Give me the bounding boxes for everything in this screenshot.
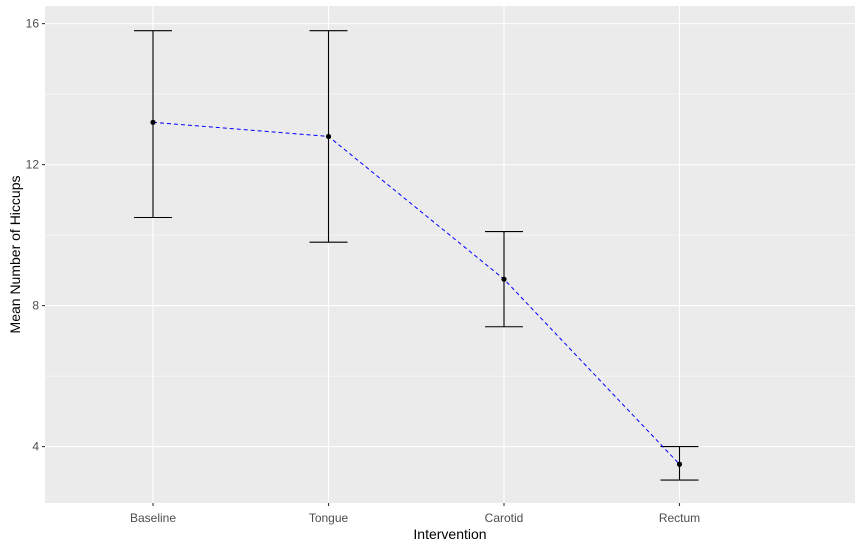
x-axis-title: Intervention xyxy=(413,526,486,542)
data-layer xyxy=(134,30,699,481)
x-axis: Baseline Tongue Carotid Rectum xyxy=(130,503,700,525)
y-axis-title: Mean Number of Hiccups xyxy=(7,176,23,334)
data-point xyxy=(676,461,683,467)
major-gridlines xyxy=(45,6,855,503)
data-point xyxy=(501,276,507,282)
data-point xyxy=(150,119,156,125)
mean-line xyxy=(152,121,680,465)
x-tick-label: Baseline xyxy=(130,511,176,525)
plot-panel xyxy=(45,6,855,503)
y-axis: 4 8 12 16 xyxy=(26,17,45,454)
y-tick-label: 4 xyxy=(32,440,39,454)
x-tick-label: Carotid xyxy=(485,511,524,525)
y-tick-label: 16 xyxy=(26,17,40,31)
y-tick-label: 12 xyxy=(26,158,40,172)
data-point xyxy=(325,133,332,140)
x-tick-label: Tongue xyxy=(309,511,349,525)
y-tick-label: 8 xyxy=(32,299,39,313)
x-tick-label: Rectum xyxy=(659,511,700,525)
